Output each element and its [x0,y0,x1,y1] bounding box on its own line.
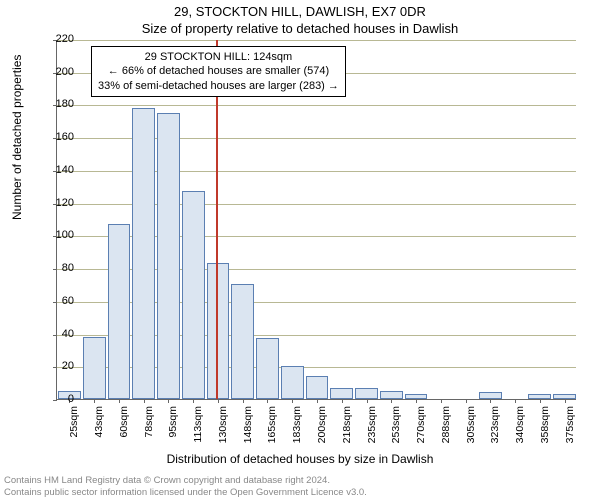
x-tick-mark [243,399,244,403]
x-tick-label: 323sqm [489,406,501,456]
gridline [57,40,576,41]
histogram-bar [231,284,254,399]
annotation-line: 29 STOCKTON HILL: 124sqm [98,50,339,64]
histogram-bar [380,391,403,399]
x-tick-label: 165sqm [266,406,278,456]
page-title-line2: Size of property relative to detached ho… [0,19,600,36]
x-tick-mark [144,399,145,403]
x-tick-label: 253sqm [390,406,402,456]
annotation-line: ← 66% of detached houses are smaller (57… [98,64,339,78]
y-tick-label: 60 [44,295,74,307]
histogram-bar [157,113,180,399]
x-tick-mark [267,399,268,403]
histogram-bar [256,338,279,399]
histogram-bar [281,366,304,399]
x-tick-label: 25sqm [68,406,80,456]
gridline [57,105,576,106]
histogram-bar [83,337,106,399]
x-tick-mark [565,399,566,403]
x-tick-label: 235sqm [366,406,378,456]
y-tick-label: 180 [44,98,74,110]
x-tick-mark [168,399,169,403]
y-tick-label: 0 [44,393,74,405]
x-tick-mark [292,399,293,403]
y-tick-label: 80 [44,262,74,274]
x-tick-label: 305sqm [465,406,477,456]
x-tick-mark [94,399,95,403]
y-tick-label: 140 [44,164,74,176]
x-tick-label: 148sqm [242,406,254,456]
y-tick-label: 40 [44,328,74,340]
x-tick-mark [490,399,491,403]
x-tick-mark [342,399,343,403]
x-tick-mark [193,399,194,403]
x-tick-label: 95sqm [167,406,179,456]
page-title-line1: 29, STOCKTON HILL, DAWLISH, EX7 0DR [0,0,600,19]
x-tick-label: 218sqm [341,406,353,456]
x-tick-label: 340sqm [514,406,526,456]
x-tick-mark [317,399,318,403]
x-tick-label: 130sqm [217,406,229,456]
y-tick-label: 160 [44,131,74,143]
x-tick-mark [515,399,516,403]
x-tick-mark [367,399,368,403]
x-tick-label: 288sqm [440,406,452,456]
histogram-bar [182,191,205,399]
footer-line1: Contains HM Land Registry data © Crown c… [4,475,367,486]
x-tick-mark [441,399,442,403]
histogram-bar [108,224,131,399]
x-tick-label: 200sqm [316,406,328,456]
plot-area: 29 STOCKTON HILL: 124sqm← 66% of detache… [56,40,576,400]
x-tick-label: 183sqm [291,406,303,456]
histogram-bar [132,108,155,399]
y-tick-label: 220 [44,33,74,45]
y-tick-label: 200 [44,66,74,78]
x-tick-label: 78sqm [143,406,155,456]
histogram-bar [355,388,378,399]
x-tick-label: 60sqm [118,406,130,456]
x-tick-mark [391,399,392,403]
y-tick-label: 20 [44,360,74,372]
x-tick-mark [540,399,541,403]
x-tick-label: 270sqm [415,406,427,456]
x-tick-mark [466,399,467,403]
chart-area: 29 STOCKTON HILL: 124sqm← 66% of detache… [56,40,576,400]
histogram-bar [207,263,230,399]
y-axis-label: Number of detached properties [10,55,24,220]
x-tick-mark [416,399,417,403]
x-tick-mark [218,399,219,403]
histogram-bar [330,388,353,399]
x-tick-label: 358sqm [539,406,551,456]
histogram-bar [306,376,329,399]
x-tick-mark [119,399,120,403]
y-tick-label: 120 [44,197,74,209]
annotation-box: 29 STOCKTON HILL: 124sqm← 66% of detache… [91,46,346,97]
y-tick-label: 100 [44,229,74,241]
footer-attribution: Contains HM Land Registry data © Crown c… [4,475,367,498]
x-tick-label: 113sqm [192,406,204,456]
x-tick-label: 43sqm [93,406,105,456]
x-tick-label: 375sqm [564,406,576,456]
annotation-line: 33% of semi-detached houses are larger (… [98,79,339,93]
footer-line2: Contains public sector information licen… [4,487,367,498]
